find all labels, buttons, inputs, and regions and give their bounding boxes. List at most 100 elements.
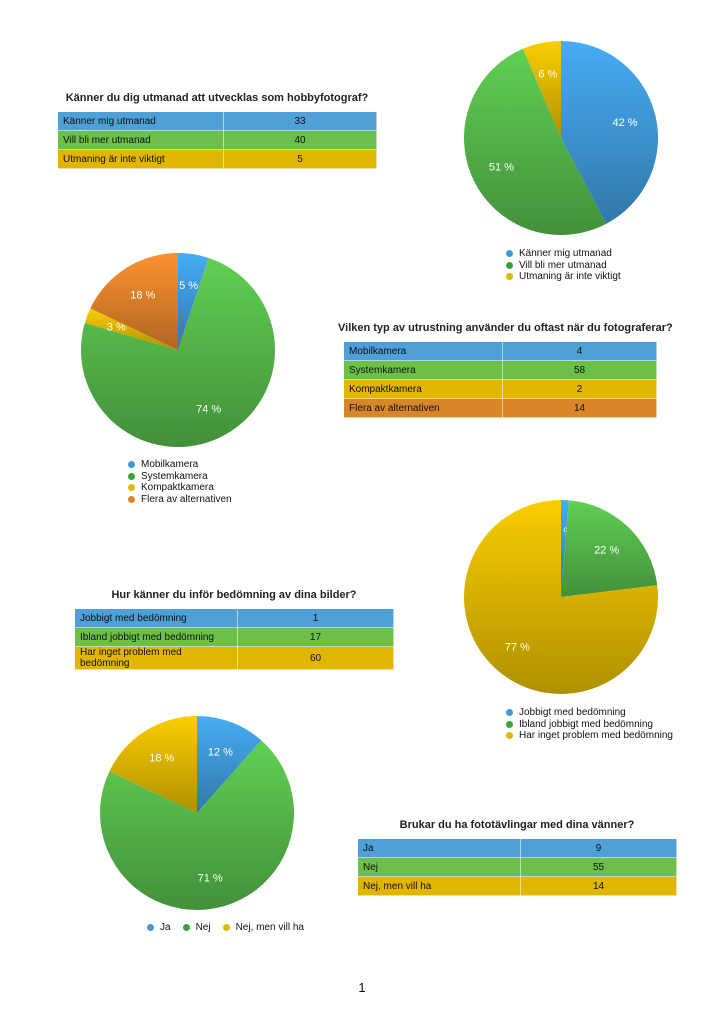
table-cell: 1 — [237, 608, 394, 628]
table-cell: 2 — [502, 379, 657, 399]
slice-label: 5 % — [179, 280, 198, 292]
legend-swatch — [128, 461, 135, 469]
slice-label: 42 % — [613, 117, 638, 129]
legend-label: Utmaning är inte viktigt — [519, 271, 621, 283]
legend-swatch — [182, 924, 190, 932]
legend-label: Mobilkamera — [141, 459, 199, 471]
q4-title: Brukar du ha fototävlingar med dina vänn… — [399, 819, 635, 831]
legend-item: Mobilkamera — [128, 459, 232, 471]
q4-pie-chart: 12 % 71 % 18 % — [99, 716, 294, 910]
table-cell: 17 — [237, 627, 394, 647]
q4-table: Ja 9 Nej 55 Nej, men vill ha 14 — [357, 838, 677, 896]
table-cell: Kompaktkamera — [343, 379, 503, 399]
table-cell: Känner mig utmanad — [57, 111, 224, 131]
table-cell: 4 — [502, 341, 657, 361]
legend-label: Känner mig utmanad — [519, 248, 612, 260]
table-cell: Ja — [357, 838, 521, 858]
pie-slice — [99, 740, 294, 910]
pie-slice — [463, 48, 607, 236]
slice-label: 51 % — [489, 161, 514, 173]
legend-swatch — [128, 472, 135, 480]
table-cell: 40 — [223, 130, 377, 150]
table-cell: 5 — [223, 149, 377, 169]
table-cell: 14 — [502, 398, 657, 418]
slice-label: 71 % — [198, 873, 223, 885]
legend-label: Vill bli mer utmanad — [519, 259, 607, 271]
q2-legend: Mobilkamera Systemkamera Kompaktkamera F… — [128, 459, 232, 505]
slice-label: 18 % — [130, 289, 155, 301]
slice-label: 77 % — [505, 641, 530, 653]
q2-table: Mobilkamera 4 Systemkamera 58 Kompaktkamer… — [343, 341, 657, 418]
table-cell: Mobilkamera — [343, 341, 503, 361]
q1-title: Känner du dig utmanad att utvecklas som … — [65, 92, 369, 104]
table-cell: Jobbigt med bedömning — [74, 608, 238, 628]
legend-item: Ja — [147, 922, 171, 934]
pie-slice — [109, 716, 197, 813]
pie-slice — [464, 500, 658, 694]
q4-legend: Ja Nej Nej, men vill ha — [147, 922, 316, 934]
slice-label: 3 % — [107, 322, 126, 334]
slice-label: 22 % — [594, 544, 619, 556]
legend-item: Nej, men vill ha — [222, 922, 304, 934]
table-cell: 58 — [502, 360, 657, 380]
q2-pie-chart: 5 % 74 % 3 % 18 % — [81, 253, 275, 447]
legend-swatch — [506, 273, 513, 281]
slice-label: 74 % — [196, 403, 221, 415]
legend-item: Nej — [182, 922, 211, 934]
table-cell: Nej — [357, 857, 521, 877]
q1-pie-chart: 42 % 51 % 6 % — [463, 41, 658, 236]
table-cell: 9 — [520, 838, 677, 858]
q3-table: Jobbigt med bedömning 1 Ibland jobbigt me… — [74, 608, 394, 670]
q3-legend: Jobbigt med bedömning Ibland jobbigt med… — [506, 707, 673, 742]
page-number: 1 — [358, 980, 366, 995]
legend-swatch — [506, 720, 513, 728]
pie-slice — [84, 308, 178, 350]
legend-swatch — [128, 484, 135, 492]
pie-slice — [561, 500, 658, 597]
legend-swatch — [147, 924, 154, 932]
pie-slice — [561, 500, 569, 597]
pie-slice — [561, 41, 658, 224]
q3-pie-chart: 1 %22 %77 % — [464, 500, 658, 694]
table-cell: Utmaning är inte viktigt — [57, 149, 224, 169]
legend-label: Har inget problem med bedömning — [519, 730, 673, 742]
legend-item: Känner mig utmanad — [506, 248, 621, 260]
legend-swatch — [506, 709, 513, 717]
table-cell: Ibland jobbigt med bedömning — [74, 627, 238, 647]
legend-item: Utmaning är inte viktigt — [506, 271, 621, 283]
table-cell: Flera av alternativen — [343, 398, 503, 418]
legend-swatch — [128, 495, 135, 503]
legend-label: Systemkamera — [141, 470, 208, 482]
q1-legend: Känner mig utmanad Vill bli mer utmanad … — [506, 248, 621, 283]
table-cell: 55 — [520, 857, 677, 877]
legend-label: Jobbigt med bedömning — [519, 707, 626, 719]
legend-item: Flera av alternativen — [128, 494, 232, 506]
legend-item: Vill bli mer utmanad — [506, 260, 621, 272]
q2-title: Vilken typ av utrustning använder du oft… — [338, 322, 673, 334]
table-cell: Vill bli mer utmanad — [57, 130, 224, 150]
legend-item: Kompaktkamera — [128, 482, 232, 494]
legend-item: Systemkamera — [128, 471, 232, 483]
table-cell: 33 — [223, 111, 377, 131]
legend-item: Ibland jobbigt med bedömning — [506, 719, 673, 731]
slice-label: 6 % — [538, 68, 557, 80]
slice-label: 18 % — [149, 752, 174, 764]
legend-label: Nej — [195, 922, 211, 934]
pie-slice — [81, 257, 275, 447]
legend-label: Ibland jobbigt med bedömning — [519, 718, 653, 730]
legend-item: Har inget problem med bedömning — [506, 730, 673, 742]
pie-slice — [178, 253, 209, 350]
legend-swatch — [506, 261, 513, 269]
legend-swatch — [222, 924, 230, 932]
legend-label: Flera av alternativen — [141, 493, 232, 505]
table-cell: 14 — [520, 876, 677, 896]
table-cell: 60 — [237, 646, 394, 670]
legend-label: Nej, men vill ha — [235, 922, 304, 934]
legend-swatch — [506, 732, 513, 740]
legend-label: Ja — [160, 922, 171, 934]
q3-title: Hur känner du inför bedömning av dina bi… — [111, 589, 357, 601]
pie-slice — [522, 41, 561, 138]
legend-item: Jobbigt med bedömning — [506, 707, 673, 719]
pie-slice — [197, 716, 262, 813]
legend-swatch — [506, 250, 513, 258]
